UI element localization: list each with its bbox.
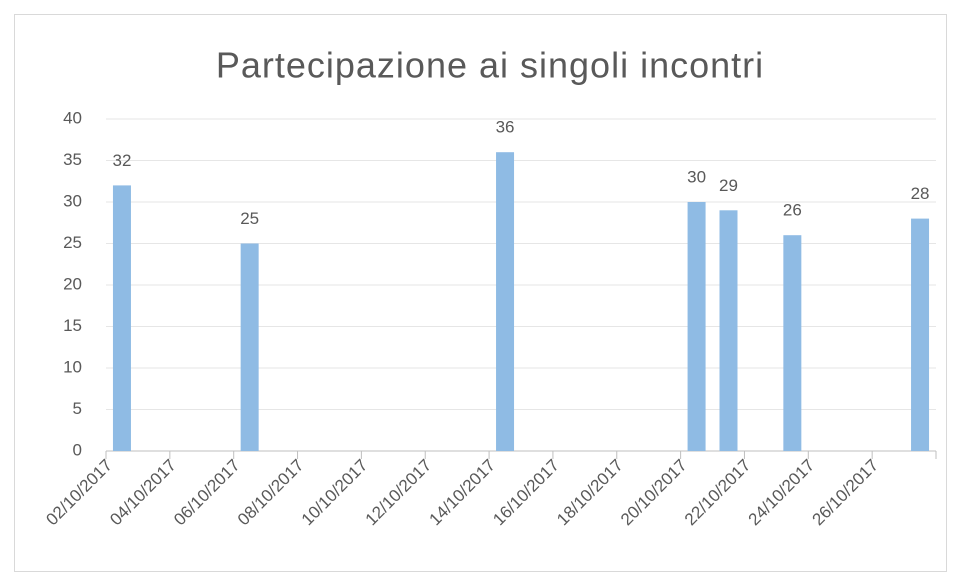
y-tick-label: 0 — [73, 440, 82, 459]
bar — [911, 218, 930, 451]
y-tick-label: 15 — [63, 316, 82, 335]
data-label: 36 — [496, 118, 515, 137]
data-label: 30 — [687, 167, 706, 186]
chart-title: Partecipazione ai singoli incontri — [216, 45, 764, 86]
y-tick-label: 35 — [63, 150, 82, 169]
bar — [112, 185, 131, 451]
y-tick-label: 30 — [63, 191, 82, 210]
data-label: 25 — [240, 209, 259, 228]
y-tick-label: 40 — [63, 108, 82, 127]
data-label: 26 — [783, 201, 802, 220]
bar — [240, 243, 259, 451]
data-label: 28 — [911, 184, 930, 203]
data-label: 32 — [113, 151, 132, 170]
bar — [687, 202, 706, 451]
y-tick-label: 20 — [63, 274, 82, 293]
data-label: 29 — [719, 176, 738, 195]
y-tick-label: 25 — [63, 233, 82, 252]
y-tick-label: 10 — [63, 357, 82, 376]
bar — [719, 210, 738, 451]
y-tick-label: 5 — [73, 399, 82, 418]
bar — [783, 235, 802, 451]
bar — [496, 152, 515, 451]
